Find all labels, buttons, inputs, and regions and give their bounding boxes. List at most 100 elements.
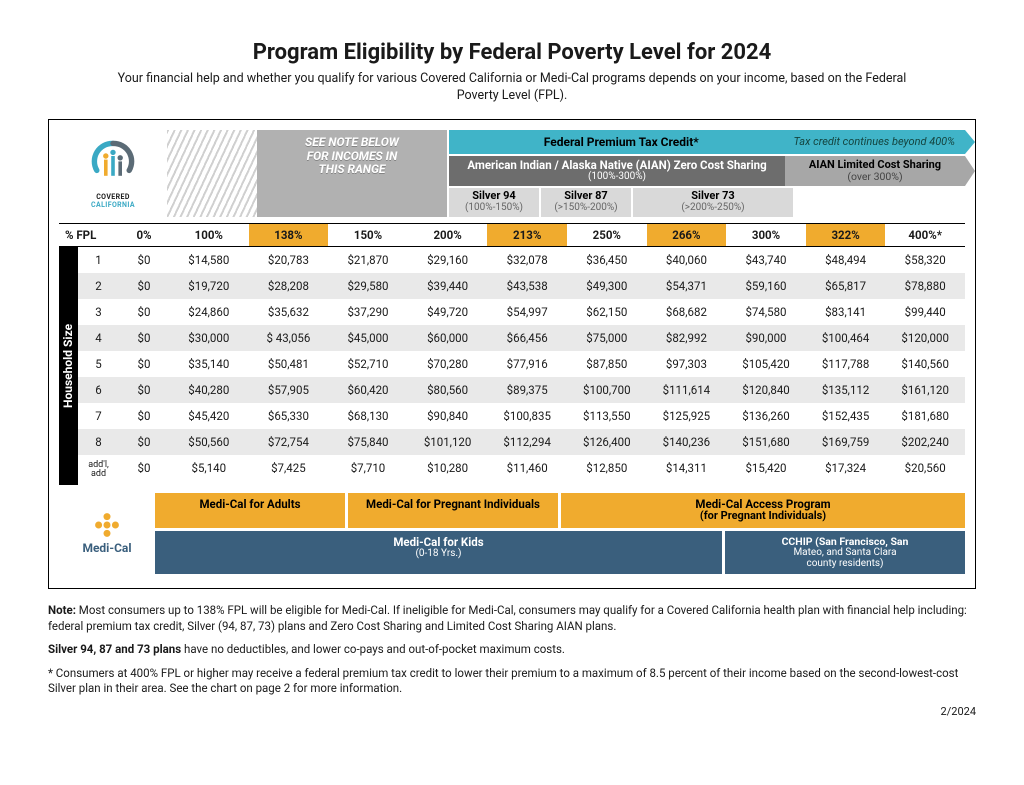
cchip: CCHIP (San Francisco, San Mateo, and San… [725,531,965,575]
household-size-cell: 4 [77,325,119,351]
household-size-cell: 6 [77,377,119,403]
income-cell: $72,754 [249,429,329,455]
fpl-col-header: 266% [647,224,727,246]
income-cell: $77,916 [487,351,567,377]
income-note-box: SEE NOTE BELOWFOR INCOMES INTHIS RANGE [257,130,447,217]
income-cell: $75,000 [567,325,647,351]
income-cell: $126,400 [567,429,647,455]
income-cell: $62,150 [567,299,647,325]
table-row: 4$0$30,000$ 43,056$45,000$60,000$66,456$… [77,325,965,351]
fpl-col-header: 322% [806,224,886,246]
income-cell: $40,060 [647,247,727,273]
table-row: 8$0$50,560$72,754$75,840$101,120$112,294… [77,429,965,455]
income-cell: $49,300 [567,273,647,299]
income-cell: $19,720 [169,273,249,299]
income-cell: $83,141 [806,299,886,325]
income-cell: $52,710 [328,351,408,377]
income-cell: $151,680 [726,429,806,455]
income-cell: $45,000 [328,325,408,351]
income-cell: $70,280 [408,351,488,377]
hatch-fill [167,130,257,217]
table-row: 2$0$19,720$28,208$29,580$39,440$43,538$4… [77,273,965,299]
income-cell: $100,835 [487,403,567,429]
table-row: 6$0$40,280$57,905$60,420$80,560$89,375$1… [77,377,965,403]
income-cell: $60,420 [328,377,408,403]
income-cell: $181,680 [885,403,965,429]
income-cell: $74,580 [726,299,806,325]
income-cell: $0 [119,429,169,455]
household-size-cell: add'l, add [77,455,119,485]
income-cell: $24,860 [169,299,249,325]
income-cell: $140,236 [647,429,727,455]
income-cell: $40,280 [169,377,249,403]
income-cell: $90,840 [408,403,488,429]
income-cell: $21,870 [328,247,408,273]
fpl-col-header: 213% [487,224,567,246]
income-cell: $140,560 [885,351,965,377]
income-cell: $0 [119,351,169,377]
income-cell: $7,425 [249,455,329,485]
income-cell: $50,481 [249,351,329,377]
fpl-col-header: 0% [119,224,169,246]
income-cell: $7,710 [328,455,408,485]
income-cell: $169,759 [806,429,886,455]
fpl-col-header: 400%* [885,224,965,246]
income-cell: $12,850 [567,455,647,485]
income-cell: $29,160 [408,247,488,273]
income-cell: $10,280 [408,455,488,485]
income-cell: $80,560 [408,377,488,403]
eligibility-frame: COVEREDCALIFORNIA SEE NOTE BELOWFOR INCO… [48,119,976,589]
table-row: add'l, add$0$5,140$7,425$7,710$10,280$11… [77,455,965,485]
income-cell: $15,420 [726,455,806,485]
medi-cal-pregnant: Medi-Cal for Pregnant Individuals [348,493,558,528]
income-cell: $37,290 [328,299,408,325]
fpl-col-header: 200% [408,224,488,246]
income-cell: $54,371 [647,273,727,299]
income-cell: $87,850 [567,351,647,377]
income-cell: $0 [119,299,169,325]
household-size-cell: 3 [77,299,119,325]
income-cell: $100,464 [806,325,886,351]
income-cell: $50,560 [169,429,249,455]
table-row: 1$0$14,580$20,783$21,870$29,160$32,078$3… [77,247,965,273]
income-cell: $49,720 [408,299,488,325]
income-cell: $ 43,056 [249,325,329,351]
income-cell: $14,580 [169,247,249,273]
household-size-cell: 2 [77,273,119,299]
income-cell: $90,000 [726,325,806,351]
federal-premium-tax-credit-band: Federal Premium Tax Credit*Tax credit co… [449,130,965,154]
table-row: 5$0$35,140$50,481$52,710$70,280$77,916$8… [77,351,965,377]
income-cell: $202,240 [885,429,965,455]
household-size-cell: 7 [77,403,119,429]
page-subtitle: Your financial help and whether you qual… [112,71,912,105]
income-cell: $58,320 [885,247,965,273]
income-cell: $68,682 [647,299,727,325]
income-cell: $43,538 [487,273,567,299]
medi-cal-adults: Medi-Cal for Adults [155,493,345,528]
income-cell: $120,840 [726,377,806,403]
fpl-col-header: 150% [328,224,408,246]
income-cell: $82,992 [647,325,727,351]
income-cell: $35,632 [249,299,329,325]
income-cell: $97,303 [647,351,727,377]
income-cell: $36,450 [567,247,647,273]
income-cell: $0 [119,247,169,273]
income-cell: $75,840 [328,429,408,455]
income-cell: $0 [119,377,169,403]
income-cell: $161,120 [885,377,965,403]
income-cell: $117,788 [806,351,886,377]
table-row: 3$0$24,860$35,632$37,290$49,720$54,997$6… [77,299,965,325]
income-cell: $57,905 [249,377,329,403]
fpl-col-header: 138% [249,224,329,246]
household-size-cell: 8 [77,429,119,455]
income-cell: $152,435 [806,403,886,429]
medi-cal-logo: Medi-Cal [59,493,155,574]
silver-plan: Silver 94(100%-150%) [449,188,539,217]
income-cell: $29,580 [328,273,408,299]
aian-band: American Indian / Alaska Native (AIAN) Z… [449,156,965,186]
household-size-label: Household Size [59,247,77,485]
income-cell: $0 [119,273,169,299]
household-size-cell: 1 [77,247,119,273]
income-cell: $32,078 [487,247,567,273]
medi-cal-access-program: Medi-Cal Access Program (for Pregnant In… [561,493,965,528]
